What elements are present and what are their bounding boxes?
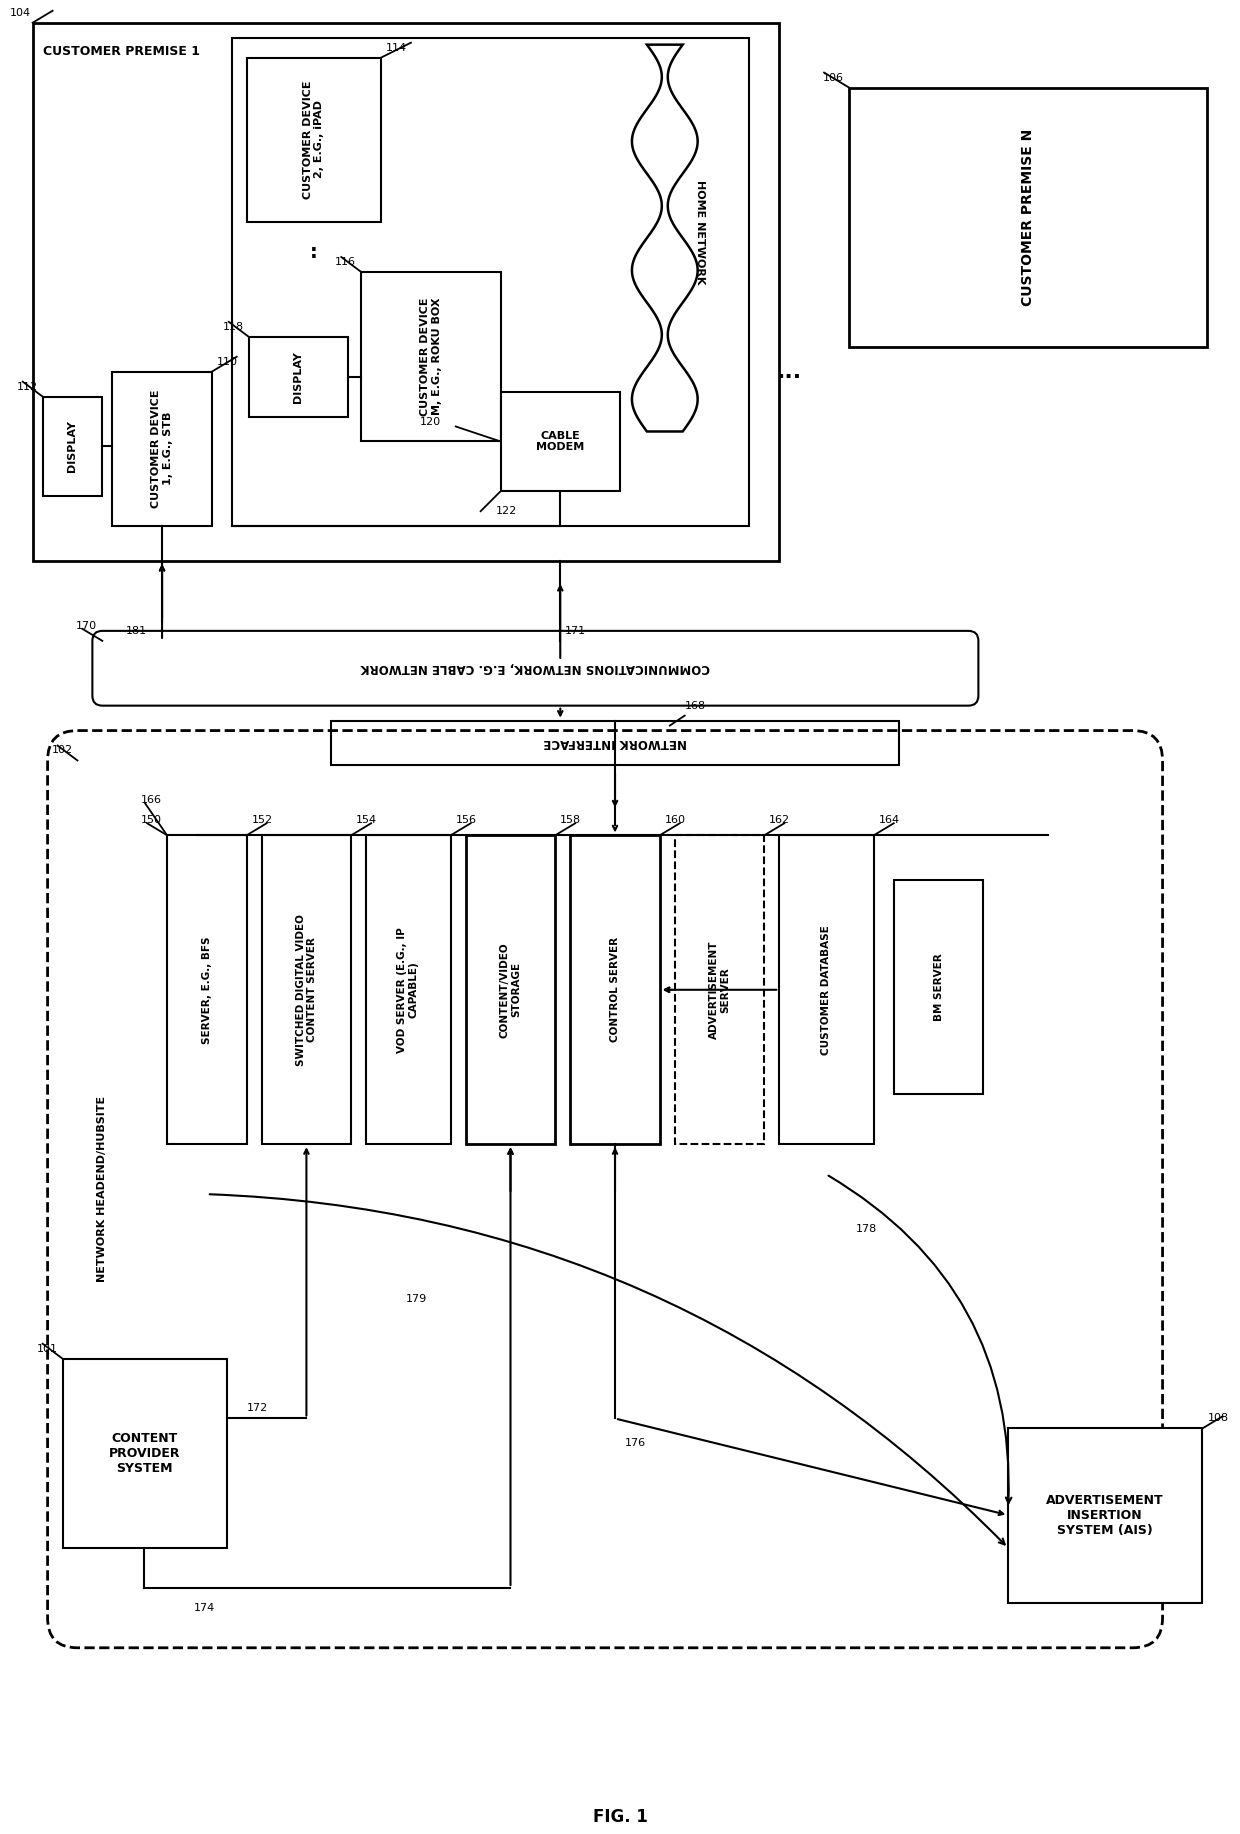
Text: SERVER, E.G., BFS: SERVER, E.G., BFS [202, 935, 212, 1044]
Text: 152: 152 [252, 816, 273, 825]
Text: FIG. 1: FIG. 1 [593, 1808, 647, 1827]
Text: ...: ... [776, 361, 802, 381]
Text: 150: 150 [141, 816, 162, 825]
Text: ADVERTISEMENT
SERVER: ADVERTISEMENT SERVER [709, 941, 730, 1040]
Bar [113, 372, 212, 526]
Text: 118: 118 [222, 321, 244, 332]
Bar [32, 22, 779, 561]
Text: 108: 108 [1208, 1414, 1229, 1423]
Text: :: : [310, 242, 317, 262]
Text: 171: 171 [565, 625, 587, 636]
Bar [361, 271, 501, 442]
Text: CABLE
MODEM: CABLE MODEM [536, 431, 584, 453]
Polygon shape [632, 44, 698, 431]
Text: 164: 164 [879, 816, 900, 825]
Bar [62, 1359, 227, 1548]
Text: CUSTOMER DATABASE: CUSTOMER DATABASE [821, 924, 831, 1055]
Text: CONTROL SERVER: CONTROL SERVER [610, 937, 620, 1042]
Text: 172: 172 [247, 1403, 268, 1414]
Text: CUSTOMER PREMISE 1: CUSTOMER PREMISE 1 [42, 44, 200, 57]
Bar [366, 834, 451, 1144]
Text: 176: 176 [625, 1438, 646, 1449]
Text: CONTENT/VIDEO
STORAGE: CONTENT/VIDEO STORAGE [500, 943, 521, 1038]
Text: 154: 154 [356, 816, 377, 825]
Text: 101: 101 [36, 1344, 57, 1353]
Bar [466, 834, 556, 1144]
Text: CUSTOMER DEVICE
1, E.G., STB: CUSTOMER DEVICE 1, E.G., STB [151, 389, 172, 508]
Text: 162: 162 [769, 816, 790, 825]
Text: CUSTOMER PREMISE N: CUSTOMER PREMISE N [1022, 128, 1035, 306]
Text: 120: 120 [419, 416, 440, 427]
Text: DISPLAY: DISPLAY [67, 420, 77, 473]
Text: 116: 116 [335, 257, 356, 268]
Bar [331, 721, 899, 765]
Text: NETWORK HEADEND/HUBSITE: NETWORK HEADEND/HUBSITE [97, 1097, 108, 1282]
Text: SWITCHED DIGITAL VIDEO
CONTENT SERVER: SWITCHED DIGITAL VIDEO CONTENT SERVER [295, 913, 317, 1066]
Text: 112: 112 [16, 381, 37, 392]
Text: 102: 102 [51, 745, 72, 756]
Text: HOME NETWORK: HOME NETWORK [694, 180, 704, 284]
Text: 170: 170 [76, 622, 98, 631]
Text: 168: 168 [684, 701, 706, 710]
Text: 160: 160 [665, 816, 686, 825]
Bar [849, 88, 1208, 347]
Bar [42, 396, 103, 497]
Text: 106: 106 [823, 73, 844, 83]
Text: CUSTOMER DEVICE
2, E.G., iPAD: CUSTOMER DEVICE 2, E.G., iPAD [303, 81, 324, 198]
Text: 174: 174 [193, 1603, 216, 1612]
Bar [1008, 1429, 1203, 1603]
Bar [262, 834, 351, 1144]
Text: CONTENT
PROVIDER
SYSTEM: CONTENT PROVIDER SYSTEM [108, 1432, 180, 1475]
Text: 110: 110 [217, 356, 238, 367]
Text: VOD SERVER (E.G., IP
CAPABLE): VOD SERVER (E.G., IP CAPABLE) [397, 926, 419, 1053]
Text: 156: 156 [456, 816, 476, 825]
Bar [249, 337, 348, 416]
Bar [779, 834, 874, 1144]
Text: CUSTOMER DEVICE
M, E.G., ROKU BOX: CUSTOMER DEVICE M, E.G., ROKU BOX [420, 297, 441, 416]
Bar [501, 392, 620, 492]
Text: 104: 104 [10, 7, 31, 18]
Text: 179: 179 [405, 1293, 428, 1304]
Text: 122: 122 [496, 506, 517, 515]
Text: DISPLAY: DISPLAY [294, 350, 304, 403]
Text: NETWORK INTERFACE: NETWORK INTERFACE [543, 735, 687, 748]
Bar [167, 834, 247, 1144]
Text: 166: 166 [141, 796, 162, 805]
Bar [247, 57, 381, 222]
Text: 178: 178 [856, 1223, 877, 1234]
Text: ADVERTISEMENT
INSERTION
SYSTEM (AIS): ADVERTISEMENT INSERTION SYSTEM (AIS) [1047, 1493, 1163, 1537]
Text: 158: 158 [560, 816, 582, 825]
Text: BM SERVER: BM SERVER [934, 954, 944, 1022]
FancyBboxPatch shape [92, 631, 978, 706]
Bar [894, 880, 983, 1095]
Text: COMMUNICATIONS NETWORK, E.G. CABLE NETWORK: COMMUNICATIONS NETWORK, E.G. CABLE NETWO… [361, 662, 711, 675]
Text: 181: 181 [126, 625, 148, 636]
Bar [570, 834, 660, 1144]
Bar [675, 834, 764, 1144]
Text: 114: 114 [386, 42, 407, 53]
Bar [232, 39, 749, 526]
